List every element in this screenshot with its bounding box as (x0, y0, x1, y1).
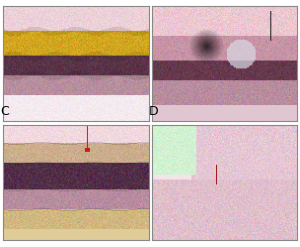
Text: D: D (148, 105, 158, 118)
Text: C: C (0, 105, 9, 118)
